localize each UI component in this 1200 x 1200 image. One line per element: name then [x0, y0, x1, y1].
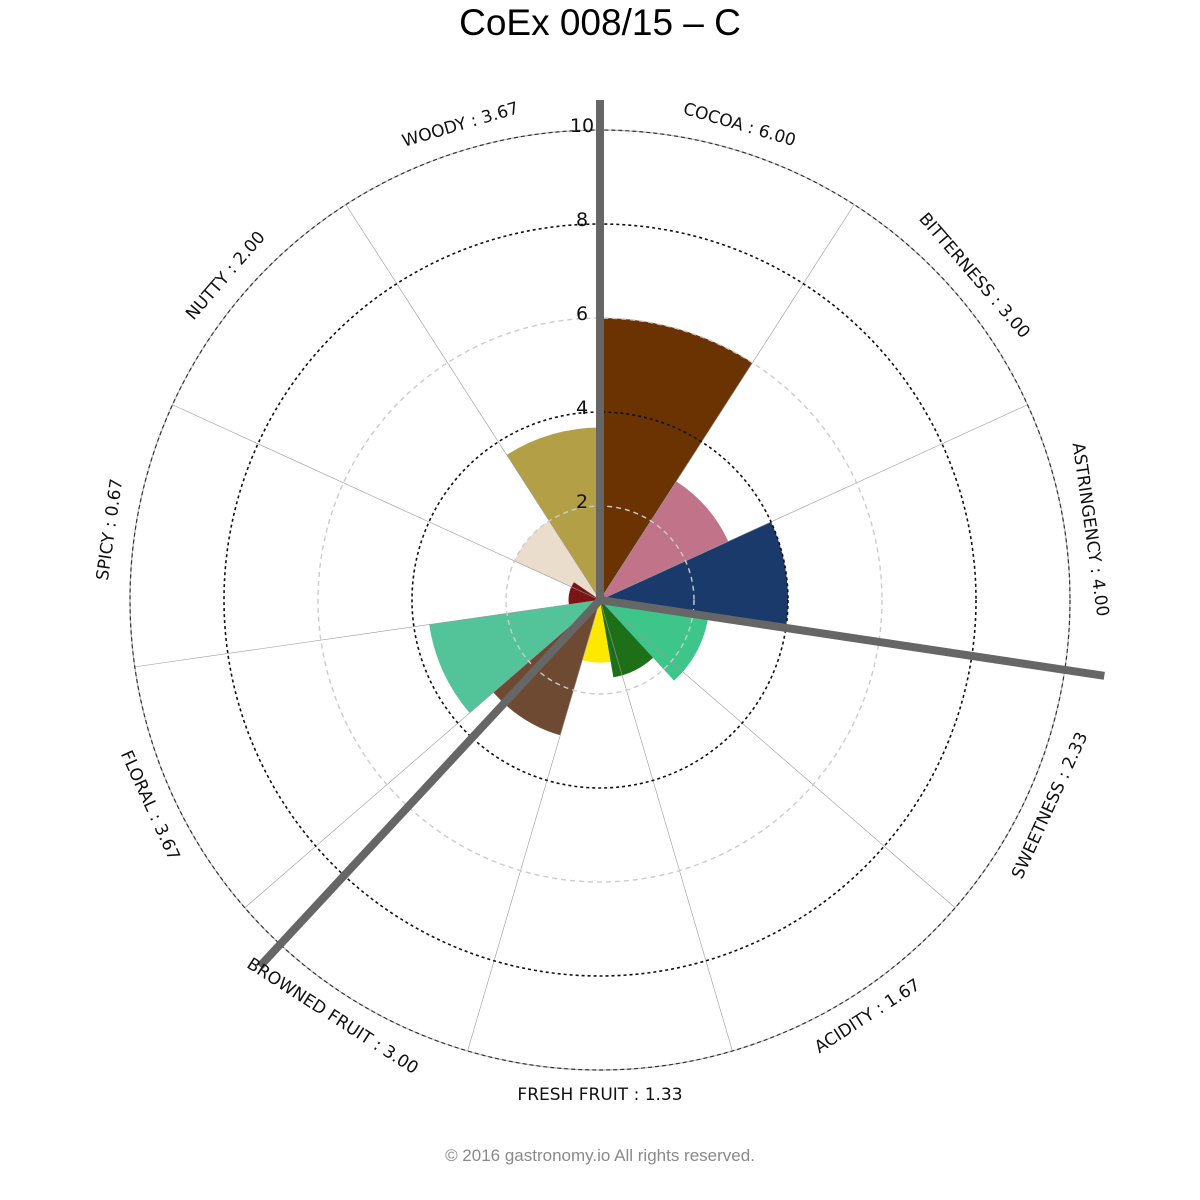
bar-acidity — [600, 600, 660, 676]
category-label-bitterness: BITTERNESS : 3.00 — [914, 209, 1033, 342]
bar-woody — [506, 427, 600, 600]
r-tick-label: 8 — [576, 209, 588, 231]
spoke-line — [134, 599, 601, 668]
category-label-acidity: ACIDITY : 1.67 — [811, 975, 924, 1058]
grid-ring — [317, 317, 883, 883]
spoke-line — [244, 599, 601, 909]
category-label-floral: FLORAL : 3.67 — [116, 748, 183, 864]
spoke-line — [345, 204, 601, 601]
bars-layer — [429, 318, 788, 736]
spoke-line — [599, 204, 855, 601]
bar-floral — [429, 600, 600, 713]
r-tick-label: 2 — [576, 491, 588, 513]
bar-cocoa — [600, 318, 753, 600]
sector-divider — [256, 597, 603, 970]
r-tick-label: 6 — [576, 303, 588, 325]
category-label-astringency: ASTRINGENCY : 4.00 — [1068, 441, 1113, 617]
spoke-line — [599, 404, 1028, 601]
sub-bar-2 — [600, 600, 643, 678]
sub-bar-1 — [600, 600, 700, 681]
category-label-fresh-fruit: FRESH FRUIT : 1.33 — [517, 1085, 682, 1105]
copyright-notice: © 2016 gastronomy.io All rights reserved… — [445, 1146, 755, 1165]
spoke-line — [599, 599, 956, 909]
spoke-line — [599, 599, 733, 1052]
r-tick-label: 10 — [570, 115, 594, 137]
category-label-sweetness: SWEETNESS : 2.33 — [1008, 729, 1092, 882]
sector-divider — [599, 596, 1105, 680]
category-label-cocoa: COCOA : 6.00 — [681, 99, 798, 151]
category-label-spicy: SPICY : 0.67 — [93, 477, 127, 581]
chart-title: CoEx 008/15 – C — [459, 2, 741, 43]
ticks-layer: 2 4 6 8 10 — [570, 115, 594, 513]
grid-ring — [411, 411, 789, 789]
category-label-woody: WOODY : 3.67 — [400, 98, 521, 151]
spoke-line — [172, 404, 601, 601]
sub-bar-3 — [582, 600, 608, 663]
spoke-line — [467, 599, 601, 1052]
grid-layer — [129, 100, 1105, 1071]
r-tick-label: 4 — [576, 397, 588, 419]
sub-bar-4 — [569, 582, 600, 600]
bar-astringency — [600, 521, 788, 627]
bar-nutty — [514, 520, 600, 600]
category-label-browned-fruit: BROWNED FRUIT : 3.00 — [243, 954, 422, 1079]
category-label-nutty: NUTTY : 2.00 — [182, 228, 269, 325]
bar-bitterness — [600, 481, 729, 600]
